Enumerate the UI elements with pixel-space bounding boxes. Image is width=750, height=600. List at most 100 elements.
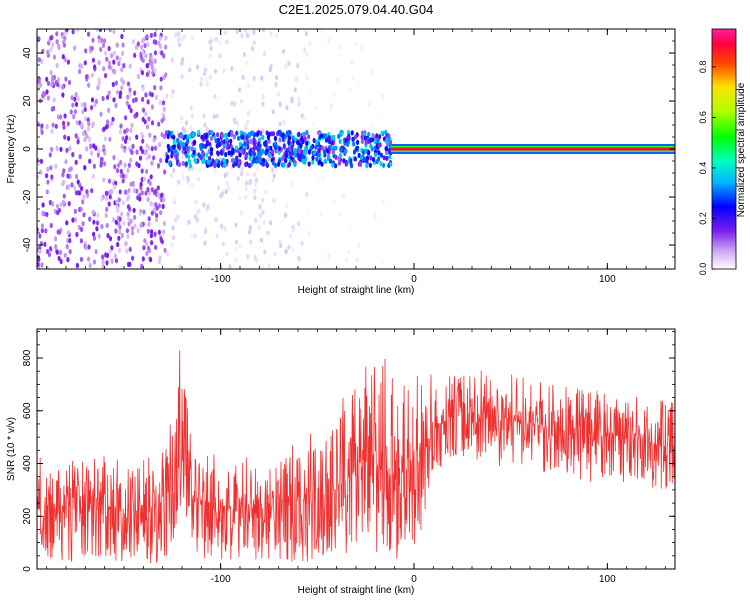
spectrogram-cell	[199, 81, 203, 87]
spectrogram-cell	[102, 66, 106, 72]
spectrogram-cell	[90, 188, 94, 194]
spectrogram-cell	[179, 140, 183, 146]
spectrogram-cell	[297, 101, 301, 107]
spectrogram-cell	[327, 135, 331, 141]
spectrogram-cell	[294, 76, 299, 82]
spectrogram-cell	[142, 209, 146, 215]
spectrogram-cell	[171, 225, 175, 231]
spectrogram-cell	[258, 157, 262, 163]
spectrogram-cell	[370, 70, 374, 76]
spectrogram-cell	[153, 68, 157, 74]
spectrogram-cell	[119, 90, 123, 96]
spectrogram-cell	[287, 244, 291, 250]
spectrogram-cell	[61, 54, 65, 60]
spectrogram-cell	[344, 161, 348, 167]
spectrogram-cell	[106, 119, 110, 125]
spectrogram-cell	[125, 228, 129, 234]
spectrogram-cell	[112, 59, 116, 65]
spectrogram-cell	[113, 69, 117, 75]
spectrogram-cell	[305, 129, 309, 136]
spectrogram-cell	[129, 218, 133, 224]
spectrogram-panel: -100 0 100 -40 -20 0 20 40 Height of straight l…	[6, 28, 676, 296]
spectrogram-cell	[269, 145, 273, 151]
spectrogram-cell	[62, 124, 66, 130]
spectrogram-cell	[375, 144, 379, 150]
spectrogram-cell	[107, 107, 111, 113]
spectrogram-cell	[210, 130, 214, 136]
spectrogram-cell	[258, 213, 262, 219]
spectrogram-cell	[384, 150, 389, 156]
spectrogram-cell	[258, 204, 262, 210]
spectrogram-cell	[160, 118, 164, 124]
spectrogram-cell	[39, 169, 43, 175]
spectrogram-cell	[209, 35, 213, 41]
spectrogram-cell	[361, 150, 366, 156]
spectrogram-cell	[172, 139, 176, 145]
spectrogram-cell	[101, 254, 105, 260]
spectrogram-cell	[96, 212, 100, 218]
spectrogram-cell	[229, 138, 233, 144]
spectrogram-cell	[124, 241, 128, 247]
spectrogram-cell	[248, 155, 252, 161]
spectrogram-cell	[145, 168, 149, 174]
spectrogram-cell	[159, 210, 163, 216]
spectrogram-cell	[376, 138, 380, 144]
spectrogram-cell	[200, 76, 204, 82]
spectrogram-cell	[224, 151, 228, 158]
snr-y-tick-label: 800	[22, 349, 33, 366]
spectrogram-cell	[238, 196, 242, 202]
spectrogram-cell	[40, 129, 44, 135]
colorbar-tick-label: 0.8	[698, 61, 708, 74]
spectrogram-cell	[141, 86, 145, 92]
spectrogram-cell	[42, 90, 46, 96]
spectrogram-cell	[332, 198, 336, 204]
spectrogram-cell	[63, 252, 67, 258]
spectrogram-cell	[209, 150, 213, 157]
spectrogram-cell	[140, 190, 144, 196]
spectrogram-cell	[147, 116, 151, 122]
spectrogram-cell	[223, 226, 227, 232]
spectrogram-cell	[147, 221, 151, 227]
spectrogram-cell	[40, 262, 44, 268]
spectrogram-cell	[101, 264, 105, 269]
spectrogram-cell	[227, 131, 231, 138]
spectrogram-cell	[224, 29, 228, 35]
spectrogram-cell	[261, 197, 265, 203]
spectrogram-cell	[145, 241, 149, 247]
spectrogram-cell	[153, 50, 158, 56]
spectrogram-cell	[68, 145, 72, 151]
spectrogram-cell	[84, 48, 88, 54]
spectrogram-cell	[159, 157, 163, 164]
spectrogram-cell	[204, 77, 208, 83]
spectrogram-cell	[170, 130, 174, 136]
spectrogram-y-tick-label: 40	[22, 47, 33, 59]
spectrogram-cell	[51, 201, 55, 207]
spectrogram-cell	[331, 149, 335, 155]
spectrogram-cell	[148, 181, 152, 187]
spectrogram-cell	[117, 221, 121, 227]
spectrogram-cell	[155, 205, 159, 211]
spectrogram-cell	[130, 225, 134, 232]
spectrogram-cell	[236, 135, 241, 141]
spectrogram-cell	[133, 90, 137, 96]
spectrogram-cell	[185, 146, 189, 152]
spectrogram-cell	[303, 150, 307, 157]
spectrogram-cell	[120, 232, 124, 238]
spectrogram-cell	[259, 237, 264, 243]
spectrogram-cell	[218, 40, 222, 46]
spectrogram-cell	[176, 214, 180, 220]
spectrogram-cell	[140, 263, 144, 269]
spectrogram-cell	[80, 102, 84, 108]
spectrogram-cell	[276, 91, 280, 97]
spectrogram-cell	[163, 133, 167, 140]
spectrogram-cell	[74, 133, 78, 139]
spectrogram-cell	[290, 96, 294, 102]
spectrogram-cell	[213, 163, 217, 169]
spectrogram-cell	[252, 137, 256, 143]
spectrogram-cell	[271, 131, 276, 137]
spectrogram-cell	[175, 153, 179, 159]
spectrogram-cell	[334, 145, 338, 151]
spectrogram-cell	[368, 162, 372, 168]
spectrogram-cell	[377, 111, 381, 117]
spectrogram-cell	[147, 153, 152, 159]
